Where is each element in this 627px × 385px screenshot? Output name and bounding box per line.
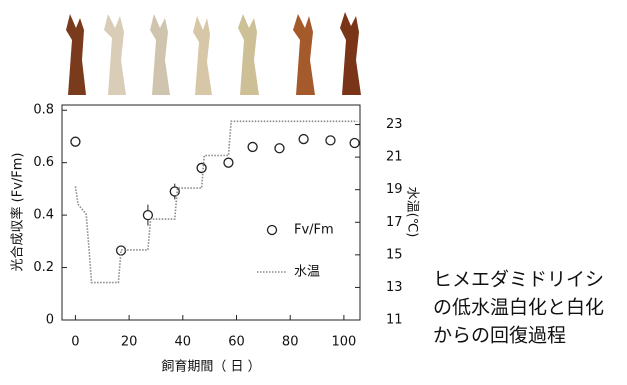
point	[275, 144, 284, 153]
chart: 光合成収率 (Fv/Fm) 水温(℃) 飼育期間（ 日 ） ヒメエダミドリイシ …	[0, 0, 627, 381]
y2-tick-label: 15	[386, 247, 403, 262]
legend-label: Fv/Fm	[294, 223, 334, 238]
x-tick-label: 40	[175, 335, 192, 350]
y2-tick-label: 19	[386, 182, 403, 197]
x-tick-label: 80	[282, 335, 299, 350]
point	[71, 137, 80, 146]
plot-frame	[62, 105, 360, 320]
x-axis-label: 飼育期間（ 日 ）	[161, 359, 260, 375]
point	[350, 139, 359, 148]
legend-marker	[268, 226, 277, 235]
y2-tick-label: 13	[386, 280, 403, 295]
x-tick-label: 60	[228, 335, 245, 350]
y-tick-label: 0.4	[33, 208, 54, 223]
y2-tick-label: 11	[386, 313, 403, 328]
point	[299, 135, 308, 144]
x-tick-label: 20	[121, 335, 138, 350]
y2-tick-label: 23	[386, 117, 403, 132]
y-axis-label: 光合成収率 (Fv/Fm)	[10, 153, 26, 272]
temperature-line	[75, 121, 357, 282]
annotation: ヒメエダミドリイシ	[433, 269, 604, 291]
coral-photos	[66, 12, 361, 95]
point	[170, 187, 179, 196]
y2-tick-label: 17	[386, 215, 403, 230]
point	[248, 142, 257, 151]
y-tick-label: 0.8	[33, 103, 54, 118]
x-tick-label: 0	[71, 335, 79, 350]
y2-tick-label: 21	[386, 150, 403, 165]
y-tick-label: 0.2	[33, 260, 54, 275]
annotation: の低水温白化と白化	[433, 297, 604, 319]
y2-axis-label: 水温(℃)	[405, 187, 420, 238]
point	[326, 136, 335, 145]
x-tick-label: 100	[331, 335, 356, 350]
point	[197, 163, 206, 172]
annotation: からの回復過程	[433, 325, 566, 347]
point	[224, 158, 233, 167]
y-tick-label: 0.6	[33, 155, 54, 170]
y-tick-label: 0	[46, 313, 54, 328]
legend-label: 水温	[294, 265, 320, 280]
